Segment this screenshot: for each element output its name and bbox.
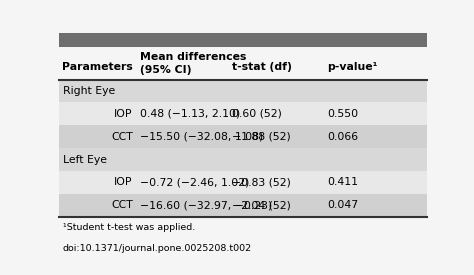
Text: Parameters: Parameters xyxy=(62,62,133,72)
Bar xyxy=(59,171,427,194)
Bar xyxy=(59,125,427,148)
Text: CCT: CCT xyxy=(111,200,133,210)
Text: −15.50 (−32.08, 1.08): −15.50 (−32.08, 1.08) xyxy=(140,132,264,142)
Text: Right Eye: Right Eye xyxy=(63,86,115,96)
Text: Mean differences: Mean differences xyxy=(140,52,246,62)
Text: −1.88 (52): −1.88 (52) xyxy=(232,132,291,142)
Bar xyxy=(59,148,427,171)
Bar xyxy=(59,79,427,103)
Text: t-stat (df): t-stat (df) xyxy=(232,62,292,72)
Text: doi:10.1371/journal.pone.0025208.t002: doi:10.1371/journal.pone.0025208.t002 xyxy=(63,244,252,253)
Text: CCT: CCT xyxy=(111,132,133,142)
Text: 0.066: 0.066 xyxy=(328,132,358,142)
Bar xyxy=(59,103,427,125)
Bar xyxy=(59,47,427,79)
Bar xyxy=(59,33,427,47)
Text: p-value¹: p-value¹ xyxy=(328,62,378,72)
Text: −16.60 (−32.97, −0.23): −16.60 (−32.97, −0.23) xyxy=(140,200,273,210)
Text: ¹Student t-test was applied.: ¹Student t-test was applied. xyxy=(63,223,195,232)
Text: Left Eye: Left Eye xyxy=(63,155,107,165)
Text: −0.83 (52): −0.83 (52) xyxy=(232,177,291,188)
Text: 0.047: 0.047 xyxy=(328,200,358,210)
Text: 0.550: 0.550 xyxy=(328,109,358,119)
Text: −0.72 (−2.46, 1.02): −0.72 (−2.46, 1.02) xyxy=(140,177,249,188)
Text: IOP: IOP xyxy=(114,109,133,119)
Text: 0.60 (52): 0.60 (52) xyxy=(232,109,282,119)
Text: 0.48 (−1.13, 2.10): 0.48 (−1.13, 2.10) xyxy=(140,109,240,119)
Text: −2.04 (52): −2.04 (52) xyxy=(232,200,291,210)
Text: 0.411: 0.411 xyxy=(328,177,358,188)
Bar xyxy=(59,194,427,217)
Text: IOP: IOP xyxy=(114,177,133,188)
Text: (95% CI): (95% CI) xyxy=(140,65,191,75)
